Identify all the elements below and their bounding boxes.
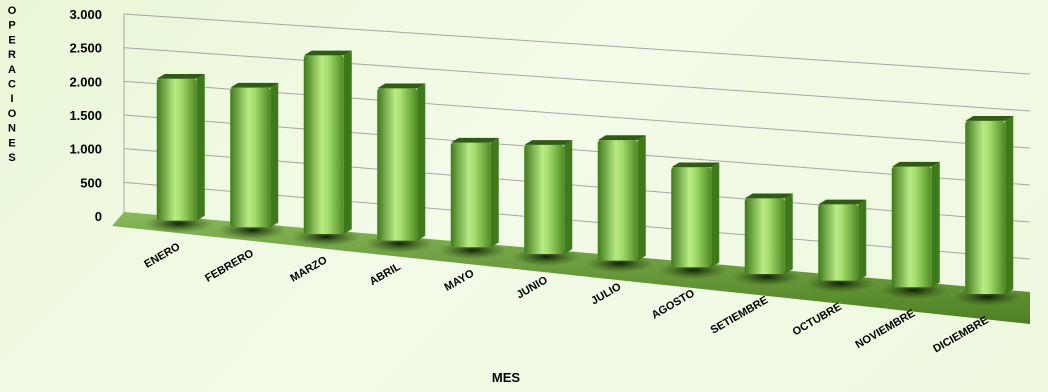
bar-side bbox=[343, 50, 352, 234]
bar bbox=[953, 116, 1022, 306]
bar bbox=[218, 82, 287, 240]
gridline bbox=[123, 13, 1031, 75]
y-axis-ticks: 0 500 1.000 1.500 2.000 2.500 3.000 bbox=[69, 7, 102, 224]
bar-top bbox=[818, 199, 867, 205]
y-axis-label-letter: S bbox=[8, 152, 15, 164]
bar-front bbox=[671, 167, 712, 268]
y-axis-label-letter: O bbox=[8, 108, 17, 120]
y-axis-label-letter: C bbox=[8, 79, 16, 91]
bar bbox=[806, 199, 875, 293]
bar bbox=[732, 193, 801, 286]
bar-front bbox=[891, 166, 932, 288]
x-tick-label: DICIEMBRE bbox=[931, 314, 990, 355]
bar-side bbox=[931, 161, 940, 288]
bar-front bbox=[744, 198, 785, 274]
x-tick-label: NOVIEMBRE bbox=[854, 307, 918, 351]
y-tick-label: 500 bbox=[80, 175, 102, 190]
bar-top bbox=[597, 135, 646, 141]
bar-top bbox=[156, 73, 205, 79]
bar-top bbox=[744, 193, 793, 199]
bar-side bbox=[196, 73, 205, 221]
x-tick-label: AGOSTO bbox=[650, 287, 697, 321]
bar-front bbox=[965, 120, 1006, 294]
bar-front bbox=[377, 88, 418, 241]
bar-top bbox=[671, 162, 720, 168]
bar bbox=[291, 50, 360, 246]
bar-side bbox=[711, 162, 720, 268]
y-tick-label: 1.500 bbox=[69, 108, 102, 123]
bar-front bbox=[230, 87, 271, 228]
y-tick-label: 2.000 bbox=[69, 74, 102, 89]
x-tick-label: SETIEMBRE bbox=[709, 294, 771, 336]
bar bbox=[659, 162, 728, 280]
bar-side bbox=[490, 137, 499, 248]
bar-side bbox=[637, 135, 646, 261]
bar bbox=[438, 137, 507, 260]
bar bbox=[585, 135, 654, 273]
bar-side bbox=[784, 193, 793, 274]
bar-front bbox=[303, 55, 344, 234]
y-axis-label-letter: P bbox=[8, 20, 15, 32]
bar-top bbox=[303, 50, 352, 56]
y-axis-label-letter: E bbox=[8, 34, 15, 46]
bar-top bbox=[891, 161, 940, 167]
x-tick-label: JULIO bbox=[589, 281, 623, 308]
bar-top bbox=[450, 137, 499, 143]
y-axis-label-letter: I bbox=[10, 93, 13, 105]
y-axis-label-letter: E bbox=[8, 137, 15, 149]
x-tick-label: FEBRERO bbox=[203, 247, 256, 285]
x-axis-label: MES bbox=[492, 370, 521, 385]
bar-side bbox=[858, 199, 867, 281]
bars bbox=[144, 50, 1022, 306]
y-axis-label-letter: N bbox=[8, 123, 16, 135]
x-tick-label: JUNIO bbox=[515, 274, 550, 301]
bar-side bbox=[564, 140, 573, 254]
bar-top bbox=[965, 116, 1014, 121]
bar bbox=[144, 73, 213, 233]
bar-front bbox=[450, 142, 491, 248]
x-tick-label: MARZO bbox=[288, 254, 329, 285]
bar-front bbox=[524, 144, 565, 254]
y-axis-label-letter: O bbox=[8, 5, 17, 17]
bar-front bbox=[597, 140, 638, 261]
bar-front bbox=[818, 204, 859, 281]
bar-top bbox=[377, 83, 426, 89]
y-axis-label-letter: R bbox=[8, 49, 16, 61]
x-tick-label: MAYO bbox=[443, 267, 477, 294]
x-tick-label: ABRIL bbox=[368, 261, 403, 288]
bar-top bbox=[230, 82, 279, 88]
bar-side bbox=[417, 83, 426, 241]
bar-top bbox=[524, 140, 573, 145]
y-tick-label: 1.000 bbox=[69, 142, 102, 157]
x-tick-label: OCTUBRE bbox=[791, 301, 844, 339]
bar-side bbox=[270, 82, 279, 228]
y-tick-label: 2.500 bbox=[69, 41, 102, 56]
bar bbox=[512, 140, 581, 266]
bar bbox=[365, 83, 434, 253]
bar-front bbox=[156, 78, 197, 221]
y-tick-label: 3.000 bbox=[69, 7, 102, 22]
y-axis-label-letter: A bbox=[8, 64, 16, 76]
y-tick-label: 0 bbox=[95, 209, 102, 224]
x-tick-label: ENERO bbox=[142, 241, 182, 271]
gridline bbox=[123, 47, 1031, 112]
bar bbox=[879, 161, 948, 300]
bar-side bbox=[1005, 116, 1014, 294]
